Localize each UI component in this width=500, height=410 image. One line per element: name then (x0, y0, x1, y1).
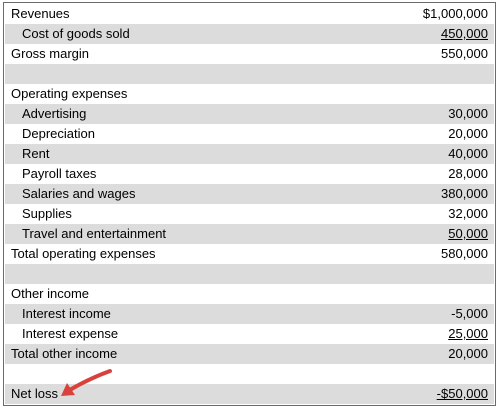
income-statement-table: Revenues $1,000,000 Cost of goods sold 4… (3, 2, 496, 406)
row-label: Travel and entertainment (22, 226, 167, 241)
row-label: Total operating expenses (11, 246, 156, 261)
row-value: 20,000 (448, 126, 488, 141)
row-value: -5,000 (451, 306, 488, 321)
row-net-loss: Net loss -$50,000 (5, 384, 494, 404)
row-label: Advertising (22, 106, 87, 121)
row-advertising: Advertising 30,000 (5, 104, 494, 124)
row-payroll-taxes: Payroll taxes 28,000 (5, 164, 494, 184)
row-label: Other income (11, 286, 90, 301)
row-blank (5, 264, 494, 284)
row-label: Supplies (22, 206, 72, 221)
row-label: Total other income (11, 346, 118, 361)
row-label: Salaries and wages (22, 186, 136, 201)
row-cost-of-goods-sold: Cost of goods sold 450,000 (5, 24, 494, 44)
row-salaries-and-wages: Salaries and wages 380,000 (5, 184, 494, 204)
row-value: 550,000 (441, 46, 488, 61)
row-label: Gross margin (11, 46, 90, 61)
row-label: Revenues (11, 6, 70, 21)
row-label: Payroll taxes (22, 166, 97, 181)
row-travel-and-entertainment: Travel and entertainment 50,000 (5, 224, 494, 244)
row-label: Cost of goods sold (22, 26, 130, 41)
row-value: 450,000 (441, 26, 488, 41)
row-value: -$50,000 (436, 386, 488, 401)
row-value: 30,000 (448, 106, 488, 121)
row-blank (5, 64, 494, 84)
row-operating-expenses-heading: Operating expenses (5, 84, 494, 104)
row-value: 25,000 (448, 326, 488, 341)
row-label: Depreciation (22, 126, 95, 141)
row-total-operating-expenses: Total operating expenses 580,000 (5, 244, 494, 264)
row-interest-expense: Interest expense 25,000 (5, 324, 494, 344)
red-arrow-icon (61, 369, 112, 396)
row-label: Net loss (11, 386, 58, 401)
row-value: 50,000 (448, 226, 488, 241)
row-value: 32,000 (448, 206, 488, 221)
row-value: 380,000 (441, 186, 488, 201)
row-value: 28,000 (448, 166, 488, 181)
row-value: 20,000 (448, 346, 488, 361)
row-revenues: Revenues $1,000,000 (5, 4, 494, 24)
row-gross-margin: Gross margin 550,000 (5, 44, 494, 64)
row-label: Rent (22, 146, 50, 161)
row-supplies: Supplies 32,000 (5, 204, 494, 224)
row-value: $1,000,000 (422, 6, 488, 21)
row-value: 40,000 (448, 146, 488, 161)
row-value: 580,000 (441, 246, 488, 261)
row-total-other-income: Total other income 20,000 (5, 344, 494, 364)
row-other-income-heading: Other income (5, 284, 494, 304)
row-label: Operating expenses (11, 86, 128, 101)
row-label: Interest expense (22, 326, 119, 341)
row-interest-income: Interest income -5,000 (5, 304, 494, 324)
row-depreciation: Depreciation 20,000 (5, 124, 494, 144)
row-label: Interest income (22, 306, 111, 321)
row-rent: Rent 40,000 (5, 144, 494, 164)
